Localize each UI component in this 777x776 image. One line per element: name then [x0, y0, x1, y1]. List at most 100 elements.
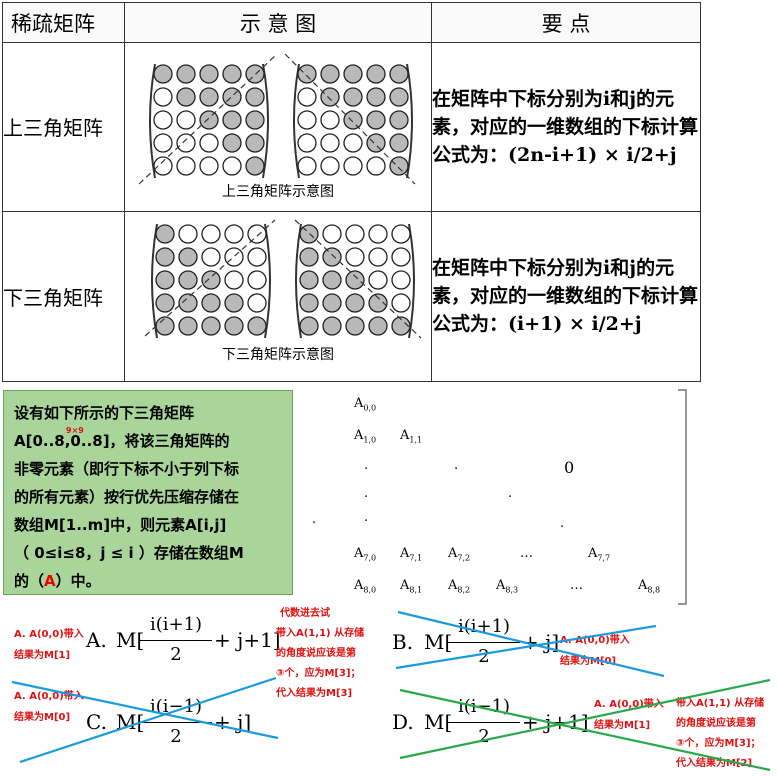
- grid-dot: [299, 270, 319, 290]
- option-d-letter[interactable]: D.: [392, 710, 414, 734]
- option-a-letter[interactable]: A.: [86, 628, 107, 652]
- grid-dot: [201, 293, 221, 313]
- grid-dot: [199, 87, 219, 107]
- grid-dot: [343, 64, 363, 84]
- option-b-letter[interactable]: B.: [392, 630, 414, 654]
- grid-dot: [153, 156, 173, 176]
- table-row-lower: 下三角矩阵 下三角矩阵示意图 在矩阵中下标分别为i和j的元素，对应的一维数组的下…: [2, 210, 701, 383]
- grid-dot: [345, 247, 365, 267]
- grid-dot: [368, 316, 388, 336]
- grid-dot: [391, 247, 411, 267]
- grid-dot: [343, 110, 363, 130]
- grid-dot: [176, 133, 196, 153]
- elem-a11: A1,1: [400, 428, 423, 445]
- stray-dot: .: [312, 512, 317, 527]
- elem-a70: A7,0: [354, 546, 377, 563]
- header-key-points: 要 点: [431, 1, 701, 44]
- grid-dot: [320, 110, 340, 130]
- grid-dot: [366, 64, 386, 84]
- problem-line-7-suffix: ）中。: [55, 572, 101, 590]
- grid-dot: [224, 293, 244, 313]
- grid-dot: [199, 110, 219, 130]
- grid-dot: [299, 293, 319, 313]
- grid-dot: [155, 293, 175, 313]
- grid-dot: [299, 316, 319, 336]
- option-c-fraction-bar: [140, 722, 212, 723]
- grid-dot: [368, 224, 388, 244]
- elem-a81: A8,1: [400, 578, 423, 595]
- table-row-upper: 上三角矩阵 上三角矩阵示意图 在矩阵中下标分别为i和j的元素，对应的一维数组的下…: [2, 42, 701, 212]
- grid-dot: [245, 133, 265, 153]
- grid-dot: [320, 156, 340, 176]
- grid-dot: [201, 247, 221, 267]
- grid-dot: [155, 224, 175, 244]
- grid-dot: [322, 270, 342, 290]
- problem-line-5: 数组M[1..m]中，则元素A[i,j]: [14, 516, 227, 534]
- elem-a71: A7,1: [400, 546, 423, 563]
- grid-dot: [176, 87, 196, 107]
- option-b-fraction-bar: [448, 642, 520, 643]
- grid-dot: [389, 64, 409, 84]
- lower-triangle-figure: [144, 219, 422, 339]
- problem-line-6: （ 0≤i≤8，j ≤ i ）存储在数组M: [14, 544, 244, 562]
- lower-triangle-diagram: 下三角矩阵示意图: [124, 210, 432, 383]
- header-sparse-matrix: 稀疏矩阵: [2, 1, 125, 44]
- grid-dot: [199, 156, 219, 176]
- option-d-fraction-bar: [448, 722, 520, 723]
- grid-dot: [320, 64, 340, 84]
- grid-dot: [297, 87, 317, 107]
- option-d-note-left: A. A(0,0)带入 结果为M[1]: [594, 699, 664, 731]
- upper-grid-left: [149, 63, 269, 178]
- upper-diagonal-right: [284, 53, 416, 185]
- grid-dot: [155, 270, 175, 290]
- grid-dot: [368, 247, 388, 267]
- grid-dot: [176, 110, 196, 130]
- option-d-suffix: + j+1]: [522, 710, 589, 734]
- row-label-upper-triangle: 上三角矩阵: [2, 42, 125, 212]
- problem-line-1: 设有如下所示的下三角矩阵: [14, 404, 195, 422]
- option-d-denominator: 2: [478, 726, 490, 747]
- grid-dot: [222, 110, 242, 130]
- grid-dot: [178, 270, 198, 290]
- grid-dot: [322, 293, 342, 313]
- row-label-lower-triangle: 下三角矩阵: [2, 210, 125, 383]
- zero-label: 0: [564, 458, 575, 477]
- option-a-numerator: i(i+1): [149, 614, 203, 635]
- grid-dot: [320, 87, 340, 107]
- grid-dot: [389, 156, 409, 176]
- option-b-note: A. A(0,0)带入 结果为M[0]: [560, 635, 630, 667]
- grid-dot: [389, 110, 409, 130]
- grid-dot: [178, 316, 198, 336]
- grid-dot: [297, 156, 317, 176]
- grid-dot: [389, 133, 409, 153]
- dot-4: .: [508, 486, 513, 501]
- grid-dot: [247, 270, 267, 290]
- grid-dot: [155, 247, 175, 267]
- grid-dot: [222, 87, 242, 107]
- grid-dot: [224, 316, 244, 336]
- grid-dot: [245, 110, 265, 130]
- option-a-prefix: M[: [116, 628, 145, 652]
- lower-grid-right: [295, 224, 415, 339]
- grid-dot: [153, 110, 173, 130]
- elem-a82: A8,2: [448, 578, 471, 595]
- option-a-fraction-bar: [140, 640, 212, 641]
- grid-dot: [222, 64, 242, 84]
- grid-dot: [343, 87, 363, 107]
- option-c-letter[interactable]: C.: [86, 710, 107, 734]
- grid-dot: [345, 270, 365, 290]
- grid-dot: [322, 316, 342, 336]
- lower-triangle-matrix: A0,0 A1,0 A1,1 . . 0 . . . . A7,0 A7,1 A…: [338, 388, 690, 606]
- lower-diagonal-left: [144, 219, 276, 337]
- grid-dot: [391, 316, 411, 336]
- grid-dot: [247, 316, 267, 336]
- grid-dot: [176, 64, 196, 84]
- upper-diagonal-left: [138, 53, 278, 185]
- grid-dot: [345, 224, 365, 244]
- grid-dot: [345, 316, 365, 336]
- grid-dot: [247, 247, 267, 267]
- upper-grid-right: [293, 63, 413, 178]
- grid-dot: [199, 64, 219, 84]
- grid-dot: [343, 156, 363, 176]
- answer-letter: A: [44, 572, 56, 590]
